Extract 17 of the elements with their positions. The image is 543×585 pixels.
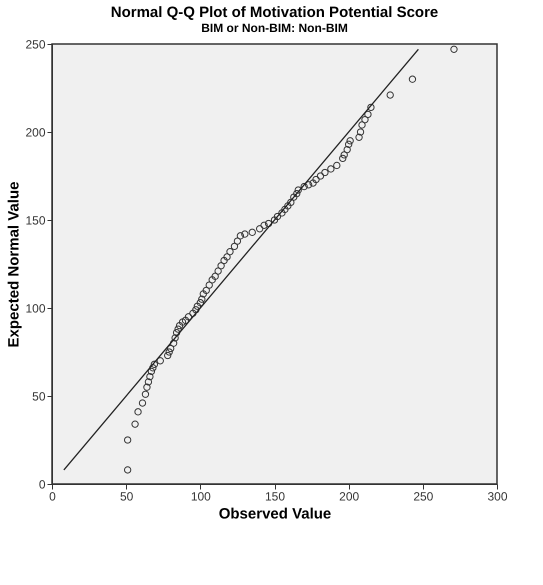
y-axis-title: Expected Normal Value xyxy=(5,182,22,348)
x-axis-title: Observed Value xyxy=(218,506,332,522)
y-tick-label: 100 xyxy=(25,302,46,316)
chart-title: Normal Q-Q Plot of Motivation Potential Score xyxy=(110,4,438,21)
x-tick-label: 300 xyxy=(487,490,508,504)
x-tick-label: 50 xyxy=(120,490,134,504)
y-tick-label: 200 xyxy=(25,126,46,140)
y-tick-label: 0 xyxy=(38,478,46,492)
y-tick-label: 50 xyxy=(32,390,46,404)
x-tick-label: 150 xyxy=(264,490,286,504)
x-tick-label: 250 xyxy=(413,490,434,504)
x-tick-label: 100 xyxy=(190,490,212,504)
x-tick-label: 200 xyxy=(339,490,360,504)
y-tick-label: 150 xyxy=(25,214,46,228)
y-tick-label: 250 xyxy=(25,38,46,52)
x-tick-label: 0 xyxy=(49,490,56,504)
chart-subtitle: BIM or Non-BIM: Non-BIM xyxy=(201,21,348,35)
